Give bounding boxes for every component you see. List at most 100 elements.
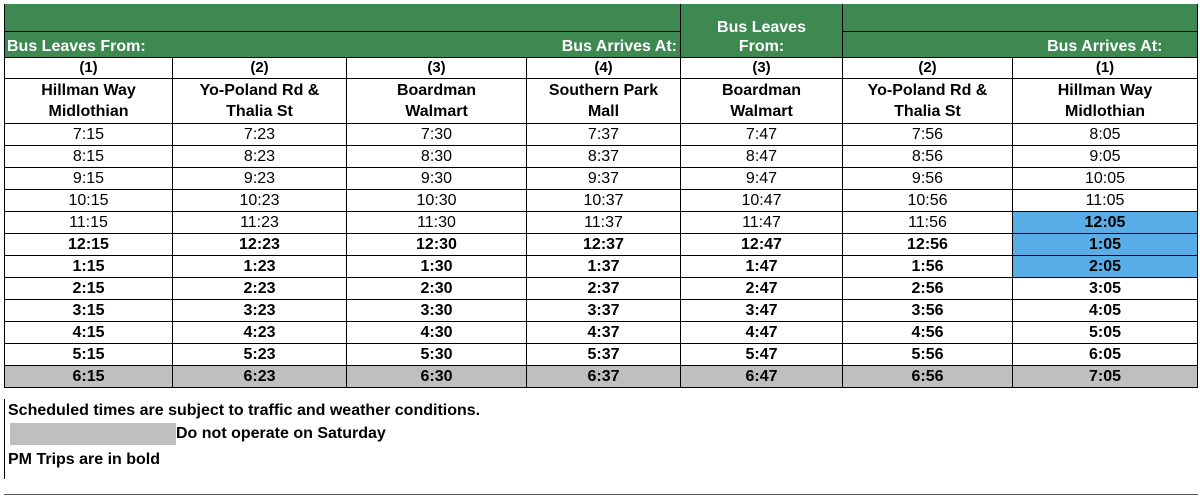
time-cell: 2:15	[4, 277, 173, 300]
time-cell: 5:56	[842, 343, 1013, 366]
bus-schedule-table: Bus Leaves From: Bus Leaves From: Bus Ar…	[4, 4, 1198, 388]
empty-cell	[526, 4, 681, 32]
time-cell: 10:15	[4, 189, 173, 212]
time-row: 3:15 3:23 3:30 3:37 3:47 3:56 4:05	[4, 299, 1198, 322]
time-cell: 2:30	[346, 277, 527, 300]
time-cell: 3:37	[526, 299, 681, 322]
empty-cell	[4, 4, 173, 32]
stop-name-line1: Boardman	[721, 82, 802, 99]
stop-name: Hillman Way Midlothian	[4, 78, 173, 124]
time-cell: 7:56	[842, 123, 1013, 146]
stop-number: (1)	[1012, 57, 1198, 79]
time-cell: 10:37	[526, 189, 681, 212]
time-cell: 9:56	[842, 167, 1013, 190]
time-cell: 6:47	[680, 365, 843, 388]
stop-name-line1: Southern Park	[548, 82, 659, 99]
time-cell: 1:47	[680, 255, 843, 278]
time-cell: 8:05	[1012, 123, 1198, 146]
stop-number: (2)	[842, 57, 1013, 79]
time-cell: 3:05	[1012, 277, 1198, 300]
time-cell: 4:56	[842, 321, 1013, 344]
time-cell: 12:37	[526, 233, 681, 256]
time-cell: 11:05	[1012, 189, 1198, 212]
time-cell: 9:30	[346, 167, 527, 190]
time-row: 1:15 1:23 1:30 1:37 1:47 1:56 2:05	[4, 255, 1198, 278]
leaves-label-line1: Bus Leaves	[717, 19, 806, 36]
empty-cell	[842, 4, 1013, 32]
time-cell: 11:23	[172, 211, 347, 234]
bottom-rule	[4, 494, 1198, 495]
stop-name-line1: Yo-Poland Rd &	[867, 82, 988, 99]
bus-leaves-from-header: Bus Leaves From:	[4, 31, 347, 58]
time-cell: 3:23	[172, 299, 347, 322]
time-cell: 5:15	[4, 343, 173, 366]
time-cell: 5:23	[172, 343, 347, 366]
stop-number-row: (1) (2) (3) (4) (3) (2) (1)	[4, 57, 1198, 79]
time-cell: 10:30	[346, 189, 527, 212]
time-row: 6:15 6:23 6:30 6:37 6:47 6:56 7:05	[4, 365, 1198, 388]
time-row: 8:15 8:23 8:30 8:37 8:47 8:56 9:05	[4, 145, 1198, 168]
time-cell: 9:05	[1012, 145, 1198, 168]
time-cell: 2:47	[680, 277, 843, 300]
time-cell: 3:47	[680, 299, 843, 322]
time-cell: 11:56	[842, 211, 1013, 234]
notes-left-border	[4, 399, 5, 479]
empty-cell	[172, 4, 347, 32]
time-cell: 2:56	[842, 277, 1013, 300]
time-cell: 9:37	[526, 167, 681, 190]
bus-arrives-at-header-return: Bus Arrives At:	[1012, 31, 1198, 58]
time-cell: 3:30	[346, 299, 527, 322]
time-cell: 10:56	[842, 189, 1013, 212]
time-cell: 6:56	[842, 365, 1013, 388]
time-cell: 10:23	[172, 189, 347, 212]
time-cell: 8:23	[172, 145, 347, 168]
empty-cell	[1012, 4, 1198, 32]
stop-name: Yo-Poland Rd & Thalia St	[842, 78, 1013, 124]
time-cell: 5:30	[346, 343, 527, 366]
time-cell: 7:05	[1012, 365, 1198, 388]
leaves-label-line2: From:	[738, 38, 785, 55]
time-cell: 7:37	[526, 123, 681, 146]
time-cell: 8:56	[842, 145, 1013, 168]
bus-leaves-from-header-return: Bus Leaves From:	[680, 4, 843, 58]
stop-name-line2: Midlothian	[48, 103, 129, 120]
time-cell: 5:47	[680, 343, 843, 366]
time-cell: 11:15	[4, 211, 173, 234]
time-cell: 7:15	[4, 123, 173, 146]
time-cell: 5:37	[526, 343, 681, 366]
stop-name-line2: Walmart	[405, 103, 468, 120]
header-row: Bus Leaves From: Bus Arrives At: Bus Arr…	[4, 31, 1198, 58]
time-cell: 6:05	[1012, 343, 1198, 366]
time-cell: 4:37	[526, 321, 681, 344]
time-cell: 4:47	[680, 321, 843, 344]
stop-name-line2: Midlothian	[1065, 103, 1145, 120]
stop-name: Southern Park Mall	[526, 78, 681, 124]
time-cell: 11:47	[680, 211, 843, 234]
time-row: 2:15 2:23 2:30 2:37 2:47 2:56 3:05	[4, 277, 1198, 300]
time-row: 7:15 7:23 7:30 7:37 7:47 7:56 8:05	[4, 123, 1198, 146]
time-cell: 1:23	[172, 255, 347, 278]
time-cell: 11:30	[346, 211, 527, 234]
traffic-note: Scheduled times are subject to traffic a…	[8, 402, 481, 419]
stop-name-line2: Walmart	[730, 103, 793, 120]
time-cell: 7:23	[172, 123, 347, 146]
stop-name-row: Hillman Way Midlothian Yo-Poland Rd & Thal…	[4, 78, 1198, 124]
stop-name-line1: Boardman	[396, 82, 477, 99]
saturday-legend-swatch	[10, 423, 176, 445]
pm-bold-note: PM Trips are in bold	[8, 451, 161, 468]
time-cell: 9:47	[680, 167, 843, 190]
stop-number: (2)	[172, 57, 347, 79]
time-cell: 6:23	[172, 365, 347, 388]
time-cell: 1:30	[346, 255, 527, 278]
time-cell: 6:37	[526, 365, 681, 388]
time-row: 5:15 5:23 5:30 5:37 5:47 5:56 6:05	[4, 343, 1198, 366]
time-cell: 2:23	[172, 277, 347, 300]
time-cell: 1:05	[1012, 233, 1198, 256]
time-cell: 4:15	[4, 321, 173, 344]
stop-name: Hillman Way Midlothian	[1012, 78, 1198, 124]
saturday-note: Do not operate on Saturday	[176, 425, 386, 442]
stop-number: (3)	[680, 57, 843, 79]
time-cell: 1:37	[526, 255, 681, 278]
stop-name: Boardman Walmart	[680, 78, 843, 124]
empty-cell	[346, 4, 527, 32]
